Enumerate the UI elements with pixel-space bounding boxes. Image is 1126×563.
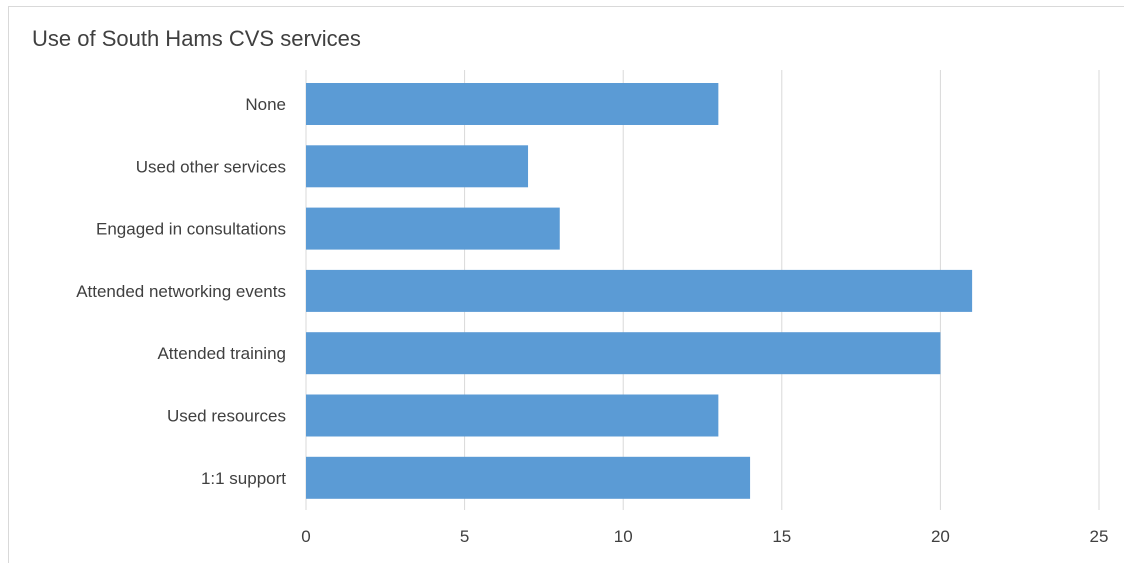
category-label: Attended training [157, 344, 286, 363]
category-label: Used other services [136, 157, 286, 176]
x-tick-label: 15 [772, 527, 791, 546]
x-tick-label: 5 [460, 527, 469, 546]
category-label: 1:1 support [201, 469, 286, 488]
bar [306, 145, 529, 188]
x-tick-label: 25 [1090, 527, 1109, 546]
category-label: None [245, 95, 286, 114]
chart-title: Use of South Hams CVS services [32, 26, 361, 51]
chart-border-left [8, 6, 9, 563]
bar [306, 332, 941, 375]
x-tick-label: 10 [614, 527, 633, 546]
category-label: Engaged in consultations [96, 220, 286, 239]
x-tick-label: 0 [301, 527, 310, 546]
chart-border-top [8, 6, 1124, 7]
bar [306, 269, 973, 312]
bar [306, 207, 560, 250]
bar [306, 83, 719, 125]
category-label: Attended networking events [76, 282, 286, 301]
x-tick-label: 20 [931, 527, 950, 546]
bar [306, 394, 719, 437]
bar [306, 456, 751, 499]
category-label: Used resources [167, 407, 286, 426]
